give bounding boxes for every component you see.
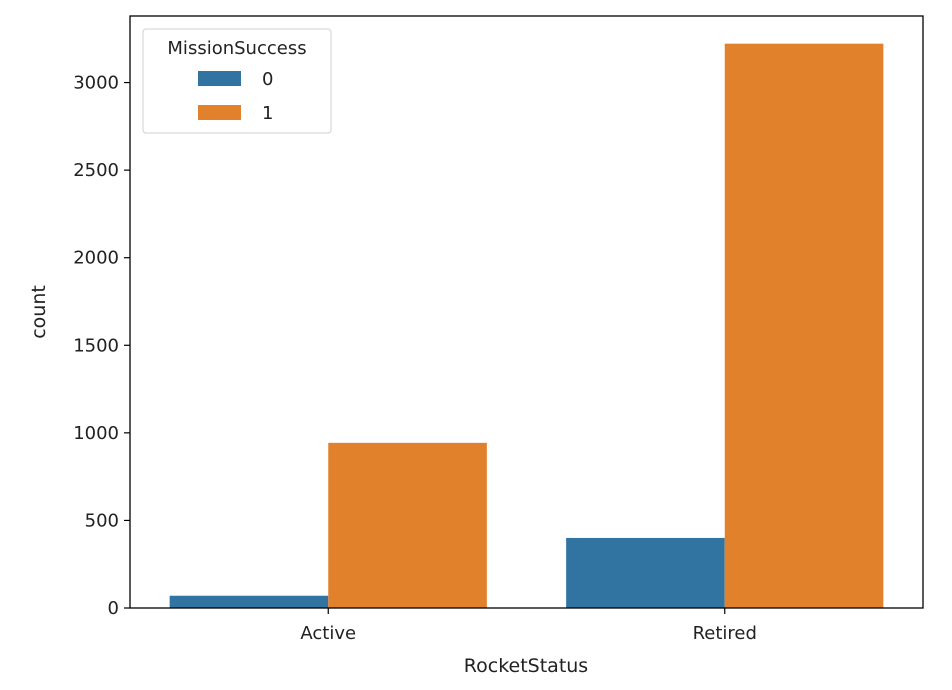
y-tick-label: 1500	[73, 335, 119, 356]
y-tick-label: 2000	[73, 248, 119, 269]
y-tick-label: 2500	[73, 160, 119, 181]
y-tick-label: 500	[85, 510, 119, 531]
plot-area-frame	[129, 15, 924, 609]
x-tick-label: Retired	[693, 623, 757, 644]
legend-label-1: 1	[262, 103, 273, 124]
x-axis-label: RocketStatus	[464, 655, 588, 677]
legend: MissionSuccess 0 1	[142, 28, 332, 134]
y-tick-label: 3000	[73, 73, 119, 94]
y-tick-label: 1000	[73, 423, 119, 444]
bar-retired-series-0	[566, 537, 725, 608]
bars-layer	[169, 43, 884, 609]
legend-label-0: 0	[262, 69, 273, 90]
bar-active-series-0	[169, 595, 329, 608]
legend-swatch-0	[198, 71, 241, 86]
x-tick-label: Active	[300, 623, 356, 644]
bar-active-series-1	[328, 442, 487, 608]
y-tick-label: 0	[108, 598, 119, 619]
y-axis-label: count	[28, 285, 50, 339]
bar-retired-series-1	[724, 43, 884, 609]
legend-swatch-1	[198, 105, 241, 120]
ticks-layer: Active Retired 0 500 1000 1500 2000 2500 3000	[73, 73, 757, 644]
legend-title: MissionSuccess	[167, 38, 306, 59]
